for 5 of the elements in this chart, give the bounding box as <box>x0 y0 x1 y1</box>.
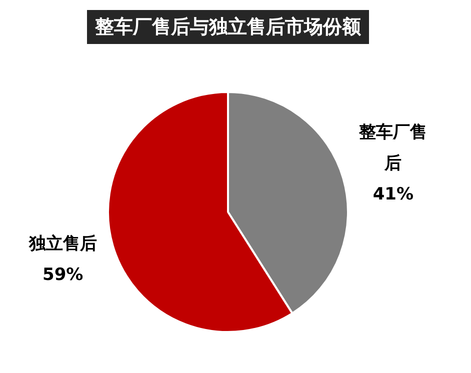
data-label: 41% <box>372 184 414 204</box>
slice-label: 整车厂售后 <box>358 122 428 174</box>
data-label: 59% <box>42 264 84 285</box>
slice-label: 独立售后 <box>28 234 97 254</box>
chart-title: 整车厂售后与独立售后市场份额 <box>87 10 369 44</box>
